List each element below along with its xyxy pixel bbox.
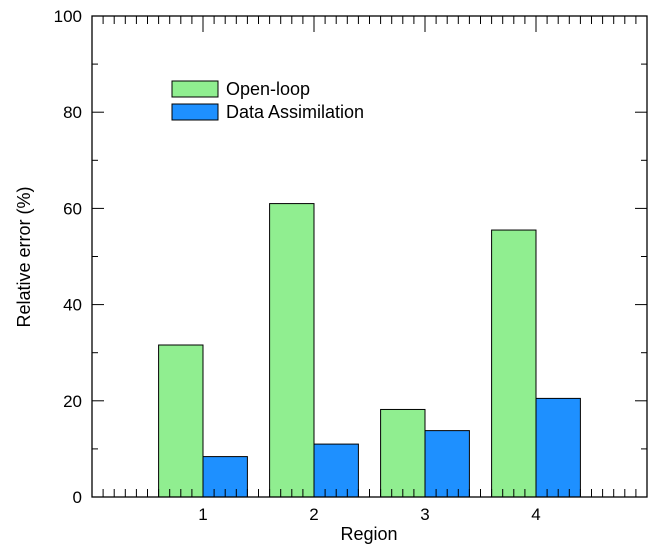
- legend-label-open-loop: Open-loop: [226, 79, 310, 99]
- legend-label-data-assimilation: Data Assimilation: [226, 102, 364, 122]
- y-tick-labels: 0 20 40 60 80 100: [54, 7, 82, 507]
- legend-swatch-open-loop: [171, 80, 219, 98]
- x-tick-label: 4: [531, 505, 540, 524]
- bar-open-loop-region-2: [269, 203, 315, 498]
- y-tick-label: 40: [63, 296, 82, 315]
- bars-group: [158, 203, 581, 498]
- y-tick-label: 60: [63, 199, 82, 218]
- bar-open-loop-region-4: [491, 229, 537, 498]
- y-tick-label: 0: [73, 488, 82, 507]
- axis-ticks: [91, 15, 648, 498]
- x-tick-labels: 1 2 3 4: [198, 505, 540, 524]
- x-tick-label: 2: [309, 505, 318, 524]
- bar-open-loop-region-1: [158, 344, 204, 498]
- y-axis-title: Relative error (%): [14, 186, 34, 327]
- y-tick-label: 20: [63, 392, 82, 411]
- y-tick-label: 100: [54, 7, 82, 26]
- x-tick-label: 3: [420, 505, 429, 524]
- bar-data-assimilation-region-3: [424, 430, 470, 498]
- y-tick-label: 80: [63, 103, 82, 122]
- legend-swatch-data-assimilation: [171, 103, 219, 121]
- bar-open-loop-region-3: [380, 408, 426, 498]
- legend: Open-loop Data Assimilation: [171, 79, 364, 122]
- bar-data-assimilation-region-2: [313, 443, 359, 498]
- x-axis-title: Region: [340, 524, 397, 544]
- x-tick-label: 1: [198, 505, 207, 524]
- bar-data-assimilation-region-4: [535, 397, 581, 498]
